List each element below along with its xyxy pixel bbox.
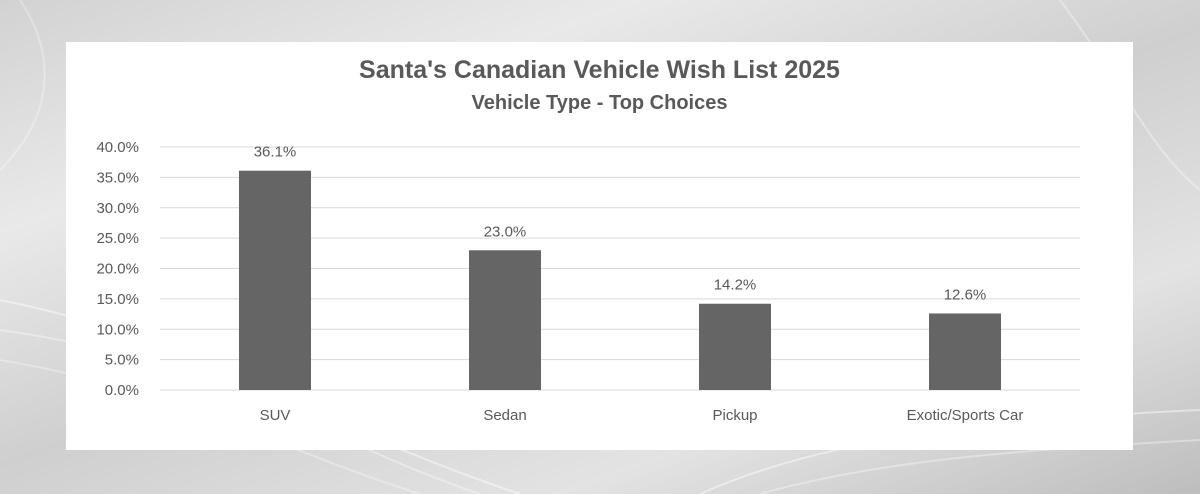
bar: [239, 170, 311, 390]
y-tick-label: 25.0%: [96, 230, 139, 247]
y-tick-label: 30.0%: [96, 200, 139, 217]
bar: [469, 250, 541, 390]
x-tick-label: SUV: [260, 407, 291, 424]
data-label: 36.1%: [254, 144, 297, 161]
data-label: 12.6%: [944, 286, 987, 303]
y-tick-label: 5.0%: [105, 352, 139, 369]
x-tick-label: Sedan: [483, 407, 526, 424]
x-tick-label: Exotic/Sports Car: [907, 407, 1024, 424]
y-tick-label: 10.0%: [96, 321, 139, 338]
y-tick-label: 35.0%: [96, 169, 139, 186]
chart-subtitle: Vehicle Type - Top Choices: [471, 92, 728, 114]
x-tick-label: Pickup: [712, 407, 757, 424]
y-tick-label: 0.0%: [105, 382, 139, 399]
data-label: 14.2%: [714, 277, 757, 294]
chart-card: Santa's Canadian Vehicle Wish List 2025 …: [66, 42, 1133, 450]
bar-chart: 0.0% 5.0% 10.0% 15.0% 20.0% 25.0% 30.0% 35.0% 40…: [96, 139, 1080, 424]
chart-title: Santa's Canadian Vehicle Wish List 2025: [359, 56, 840, 84]
y-tick-label: 15.0%: [96, 291, 139, 308]
y-tick-label: 40.0%: [96, 139, 139, 156]
bar: [929, 313, 1001, 390]
data-label: 23.0%: [484, 223, 527, 240]
bar: [699, 303, 771, 390]
y-tick-label: 20.0%: [96, 261, 139, 278]
